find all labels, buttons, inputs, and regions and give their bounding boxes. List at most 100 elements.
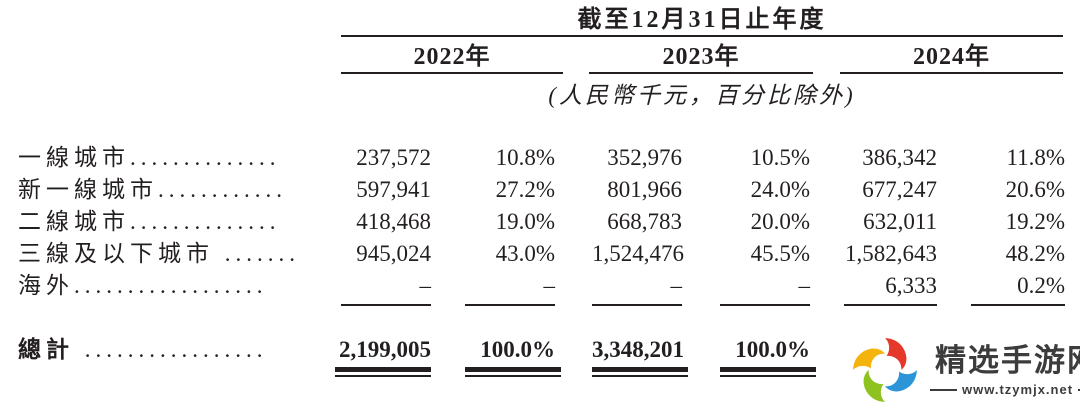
row-label: 新一線城市 — [18, 177, 158, 202]
empty-cell — [18, 302, 331, 316]
table-row-total: 總計 ................. 2,199,005 100.0% 3,… — [18, 333, 1080, 367]
cell-2023-percent: – — [798, 273, 811, 298]
dot-leader: .............. — [130, 209, 281, 234]
table-header: 截至12月31日止年度 2022年 2023年 2024年 (人民幣千元，百分比… — [341, 5, 1063, 110]
logo-swirl-blue — [885, 370, 917, 392]
divider-line — [1078, 388, 1080, 391]
empty-cell — [18, 367, 331, 379]
rule-cell — [592, 367, 688, 379]
watermark-site-name: 精选手游网 — [935, 343, 1080, 378]
total-2023-percent: 100.0% — [735, 337, 810, 362]
cell-2023-percent: 20.0% — [750, 209, 810, 234]
table-row-overseas: 海外.................. – – – – 6,333 0.2% — [18, 270, 1080, 302]
watermark-site-url: www.tzymjx.net — [962, 382, 1074, 397]
cell-2022-percent: 27.2% — [495, 177, 555, 202]
cell-2024-percent: 48.2% — [1005, 241, 1065, 266]
rule-cell — [720, 302, 810, 316]
total-double-rule — [335, 367, 431, 377]
column-rules-row — [18, 302, 1080, 316]
cell-2024-amount: 1,582,643 — [845, 241, 937, 266]
logo-swirl-yellow — [853, 348, 885, 370]
row-label: 三線及以下城市 — [18, 241, 214, 266]
cell-2023-amount: 668,783 — [607, 209, 682, 234]
site-watermark: 精选手游网 www.tzymjx.net — [843, 331, 1080, 409]
cell-2023-amount: 801,966 — [607, 177, 682, 202]
rule-cell — [331, 367, 431, 379]
rule-cell — [331, 302, 431, 316]
cell-2023-percent: 24.0% — [750, 177, 810, 202]
row-label-cell: 新一線城市............ — [18, 174, 331, 206]
year-column-2024: 2024年 — [840, 43, 1063, 74]
column-rule — [592, 304, 682, 306]
row-label-cell: 二線城市.............. — [18, 206, 331, 238]
rule-cell — [844, 302, 937, 316]
cell-2022-amount: 418,468 — [356, 209, 431, 234]
cell-2024-amount: 677,247 — [862, 177, 937, 202]
cell-2024-percent: 20.6% — [1005, 177, 1065, 202]
watermark-url-row: www.tzymjx.net — [930, 382, 1080, 397]
column-rule — [971, 304, 1065, 306]
cell-2022-amount: 945,024 — [356, 241, 431, 266]
total-2023-amount: 3,348,201 — [592, 337, 684, 362]
dot-leader: .................. — [74, 273, 268, 298]
row-label-cell: 總計 ................. — [18, 333, 331, 367]
period-title: 截至12月31日止年度 — [577, 7, 827, 33]
rule-cell — [465, 302, 555, 316]
column-rule — [720, 304, 810, 306]
cell-2023-amount: 1,524,476 — [592, 241, 684, 266]
header-top-rule — [341, 35, 1063, 37]
cell-2022-percent: 43.0% — [495, 241, 555, 266]
cell-2024-percent: 19.2% — [1005, 209, 1065, 234]
table-row-tier1: 一線城市.............. 237,572 10.8% 352,976… — [18, 142, 1080, 174]
logo-swirl-green — [863, 370, 885, 402]
dot-leader: ....... — [214, 241, 300, 266]
rule-cell — [720, 367, 816, 379]
table-row-tier2: 二線城市.............. 418,468 19.0% 668,783… — [18, 206, 1080, 238]
rule-cell — [592, 302, 682, 316]
cell-2024-amount: 386,342 — [862, 145, 937, 170]
divider-line — [930, 388, 957, 391]
total-double-rule — [465, 367, 561, 377]
total-double-rules-row — [18, 367, 1080, 379]
column-rule — [844, 304, 937, 306]
watermark-text-block: 精选手游网 www.tzymjx.net — [930, 343, 1080, 397]
dot-leader: .............. — [130, 145, 281, 170]
table-body: 一線城市.............. 237,572 10.8% 352,976… — [0, 142, 1080, 379]
pinwheel-logo-icon — [853, 338, 917, 402]
rule-cell — [971, 302, 1065, 316]
total-double-rule — [720, 367, 816, 377]
column-rule — [465, 304, 555, 306]
cell-2022-percent: 10.8% — [495, 145, 555, 170]
cell-2022-amount: 597,941 — [356, 177, 431, 202]
cell-2023-percent: 10.5% — [750, 145, 810, 170]
year-column-2022: 2022年 — [341, 43, 563, 74]
total-2022-amount: 2,199,005 — [339, 337, 431, 362]
column-rule — [341, 304, 431, 306]
row-label: 海外 — [18, 273, 74, 298]
cell-2024-percent: 11.8% — [1006, 145, 1065, 170]
cell-2022-percent: – — [543, 273, 556, 298]
row-label: 總計 — [18, 337, 74, 362]
cell-2023-percent: 45.5% — [750, 241, 810, 266]
row-label: 一線城市 — [18, 145, 130, 170]
rule-cell — [465, 367, 561, 379]
cell-2022-amount: 237,572 — [356, 145, 431, 170]
table-row-tier3-below: 三線及以下城市 ....... 945,024 43.0% 1,524,476 … — [18, 238, 1080, 270]
cell-2023-amount: – — [670, 273, 683, 298]
row-label-cell: 一線城市.............. — [18, 142, 331, 174]
cell-2022-percent: 19.0% — [495, 209, 555, 234]
cell-2024-percent: 0.2% — [1017, 273, 1065, 298]
cell-2024-amount: 632,011 — [863, 209, 937, 234]
row-label: 二線城市 — [18, 209, 130, 234]
table-row-new-tier1: 新一線城市............ 597,941 27.2% 801,966 … — [18, 174, 1080, 206]
dot-leader: ............ — [158, 177, 287, 202]
dot-leader: ................. — [74, 337, 268, 362]
row-label-cell: 三線及以下城市 ....... — [18, 238, 331, 270]
total-double-rule — [592, 367, 688, 377]
logo-swirl-red — [885, 338, 907, 370]
total-2022-percent: 100.0% — [480, 337, 555, 362]
cell-2024-amount: 6,333 — [885, 273, 937, 298]
row-label-cell: 海外.................. — [18, 270, 331, 302]
cell-2022-amount: – — [419, 273, 432, 298]
